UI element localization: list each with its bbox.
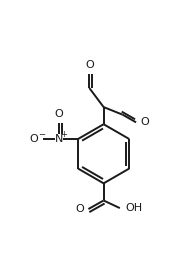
Text: O: O <box>140 117 149 127</box>
Text: O: O <box>55 109 63 119</box>
Text: N: N <box>55 134 63 144</box>
Text: +: + <box>60 130 67 139</box>
Text: −: − <box>38 130 45 139</box>
Text: OH: OH <box>125 203 142 213</box>
Text: O: O <box>30 134 39 144</box>
Text: O: O <box>75 204 84 214</box>
Text: O: O <box>85 60 94 69</box>
